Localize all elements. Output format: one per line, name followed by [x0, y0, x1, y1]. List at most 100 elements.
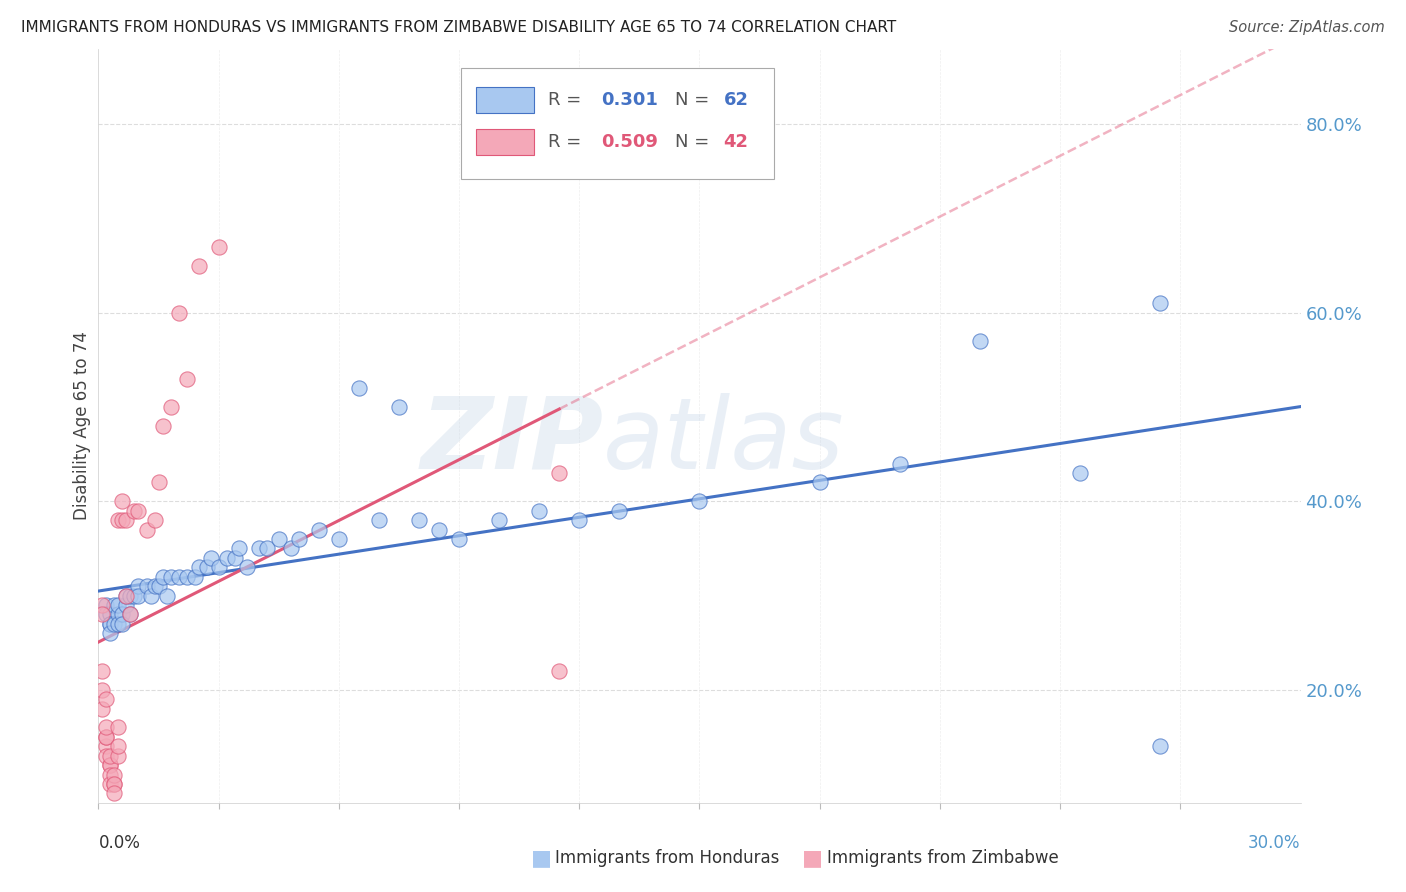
Point — [548, 664, 571, 678]
Point — [368, 513, 391, 527]
Y-axis label: Disability Age 65 to 74: Disability Age 65 to 74 — [73, 332, 91, 520]
Point — [100, 616, 122, 631]
FancyBboxPatch shape — [475, 87, 534, 113]
Point — [427, 523, 450, 537]
Point — [347, 381, 370, 395]
Point — [609, 504, 631, 518]
Text: Immigrants from Honduras: Immigrants from Honduras — [555, 849, 780, 867]
Point — [100, 758, 122, 772]
Point — [107, 721, 129, 735]
Point — [143, 579, 166, 593]
Point — [889, 457, 911, 471]
FancyBboxPatch shape — [461, 68, 775, 179]
Point — [235, 560, 257, 574]
Point — [103, 616, 125, 631]
Text: atlas: atlas — [603, 392, 845, 490]
Point — [120, 607, 142, 622]
Point — [103, 777, 125, 791]
Point — [103, 786, 125, 800]
Text: 62: 62 — [724, 91, 748, 109]
Point — [111, 607, 134, 622]
Text: 0.0%: 0.0% — [98, 834, 141, 852]
Point — [107, 616, 129, 631]
Point — [167, 570, 190, 584]
Point — [135, 579, 157, 593]
Point — [96, 748, 118, 763]
Text: 0.509: 0.509 — [600, 133, 658, 151]
Point — [208, 240, 231, 254]
Point — [96, 598, 118, 612]
Text: ■: ■ — [803, 848, 823, 868]
Point — [148, 475, 170, 490]
Point — [159, 400, 181, 414]
Point — [808, 475, 831, 490]
Point — [107, 739, 129, 754]
Point — [120, 607, 142, 622]
Point — [155, 589, 177, 603]
Point — [96, 730, 118, 744]
Text: IMMIGRANTS FROM HONDURAS VS IMMIGRANTS FROM ZIMBABWE DISABILITY AGE 65 TO 74 COR: IMMIGRANTS FROM HONDURAS VS IMMIGRANTS F… — [21, 20, 897, 35]
Point — [256, 541, 278, 556]
Point — [103, 777, 125, 791]
Point — [100, 607, 122, 622]
Point — [148, 579, 170, 593]
Point — [969, 334, 991, 348]
Point — [91, 682, 114, 697]
Point — [100, 616, 122, 631]
Text: R =: R = — [548, 91, 588, 109]
Text: ■: ■ — [531, 848, 551, 868]
Point — [1149, 739, 1171, 754]
Point — [208, 560, 231, 574]
Point — [103, 598, 125, 612]
Point — [100, 777, 122, 791]
Point — [1069, 466, 1091, 480]
Point — [91, 664, 114, 678]
Text: Source: ZipAtlas.com: Source: ZipAtlas.com — [1229, 20, 1385, 35]
Point — [107, 513, 129, 527]
Point — [200, 550, 222, 565]
Point — [128, 504, 150, 518]
Point — [115, 513, 138, 527]
Point — [488, 513, 510, 527]
Point — [176, 570, 198, 584]
Point — [447, 532, 470, 546]
Text: N =: N = — [675, 91, 716, 109]
FancyBboxPatch shape — [475, 129, 534, 155]
Point — [100, 767, 122, 781]
Point — [288, 532, 311, 546]
Point — [195, 560, 218, 574]
Point — [124, 504, 146, 518]
Point — [103, 767, 125, 781]
Point — [228, 541, 250, 556]
Point — [568, 513, 591, 527]
Point — [100, 748, 122, 763]
Point — [96, 730, 118, 744]
Point — [96, 692, 118, 706]
Point — [96, 607, 118, 622]
Point — [107, 607, 129, 622]
Point — [96, 721, 118, 735]
Point — [100, 626, 122, 640]
Point — [107, 748, 129, 763]
Point — [135, 523, 157, 537]
Point — [267, 532, 290, 546]
Point — [548, 466, 571, 480]
Point — [159, 570, 181, 584]
Text: 30.0%: 30.0% — [1249, 834, 1301, 852]
Point — [152, 570, 174, 584]
Point — [152, 419, 174, 434]
Point — [107, 598, 129, 612]
Point — [176, 372, 198, 386]
Text: 0.301: 0.301 — [600, 91, 658, 109]
Point — [115, 589, 138, 603]
Point — [115, 598, 138, 612]
Text: 42: 42 — [724, 133, 748, 151]
Point — [91, 701, 114, 715]
Point — [408, 513, 430, 527]
Point — [183, 570, 205, 584]
Text: R =: R = — [548, 133, 588, 151]
Point — [128, 579, 150, 593]
Point — [308, 523, 330, 537]
Point — [128, 589, 150, 603]
Point — [111, 616, 134, 631]
